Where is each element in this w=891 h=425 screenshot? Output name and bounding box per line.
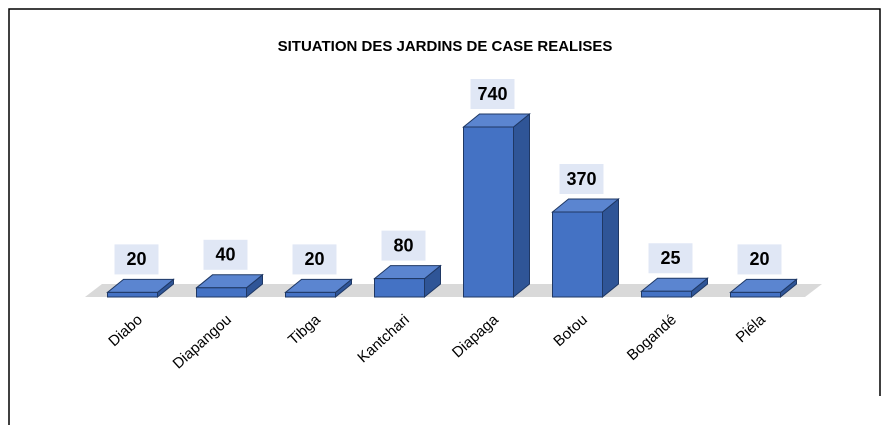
- value-label-box: [648, 243, 693, 274]
- bar: [195, 273, 264, 299]
- x-tick-label: Bogandé: [624, 311, 680, 364]
- value-label-box: [559, 164, 604, 194]
- bar: [551, 197, 620, 299]
- value-label: 20: [126, 249, 146, 269]
- x-tick-label: Diapaga: [449, 311, 502, 361]
- value-label-box: [114, 244, 159, 275]
- chart-title: SITUATION DES JARDINS DE CASE REALISES: [278, 38, 613, 55]
- bar: [373, 264, 442, 299]
- x-tick-label: Botou: [550, 311, 591, 350]
- value-label: 80: [393, 235, 413, 255]
- x-tick-label: Piéla: [733, 311, 770, 346]
- bar: [729, 278, 798, 299]
- bar-front: [374, 278, 425, 298]
- bar-front: [285, 291, 336, 298]
- bar-front: [552, 211, 603, 298]
- x-tick-label: Diabo: [105, 311, 146, 350]
- value-label: 20: [749, 249, 769, 269]
- x-tick-label: Tibga: [285, 311, 324, 349]
- value-label: 25: [660, 248, 680, 268]
- value-label-box: [470, 79, 515, 109]
- bar: [284, 278, 353, 299]
- value-label-box: [737, 244, 782, 275]
- value-label-box: [203, 239, 248, 270]
- bar-front: [107, 291, 158, 298]
- value-label-box: [292, 244, 337, 275]
- bar-front: [196, 287, 247, 298]
- floor: [85, 284, 822, 297]
- value-label: 40: [215, 245, 235, 265]
- bar-front: [730, 291, 781, 298]
- value-label: 370: [566, 169, 596, 189]
- value-label-box: [381, 230, 426, 261]
- bar: [462, 112, 531, 299]
- bar-front: [641, 290, 692, 298]
- bar: [640, 277, 709, 299]
- x-tick-label: Kantchari: [354, 311, 412, 366]
- chart-frame: [8, 8, 881, 425]
- x-tick-label: Diapangou: [170, 311, 235, 372]
- bar-front: [463, 126, 514, 298]
- bar-side: [602, 197, 619, 299]
- value-label: 740: [477, 84, 507, 104]
- value-label: 20: [304, 249, 324, 269]
- bar-side: [513, 112, 530, 299]
- bar: [106, 278, 175, 299]
